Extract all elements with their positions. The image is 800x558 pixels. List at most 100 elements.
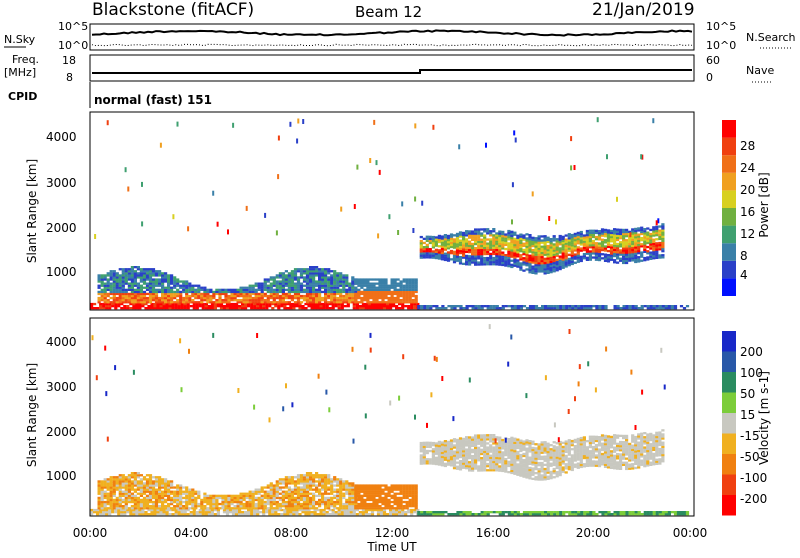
power-cell [568,264,571,266]
velocity-cell [152,476,155,478]
power-cell [291,297,294,299]
velocity-cell [375,499,378,501]
power-cell [369,297,372,299]
power-cell [200,293,203,295]
velocity-cell [321,499,324,501]
power-cell [113,280,116,282]
velocity-cell [312,493,315,495]
power-cell [335,305,338,307]
power-cell [158,299,161,301]
power-cell [501,241,504,243]
power-cell [637,252,640,254]
velocity-cell [303,478,306,480]
power-cell [363,283,366,285]
velocity-cell [493,511,496,513]
power-cell [589,259,592,261]
velocity-cell [489,440,492,442]
power-cell [190,305,193,307]
power-cell [131,301,134,303]
power-cell [601,253,604,255]
power-cell [492,238,495,240]
power-cell [276,301,279,303]
power-cell [529,307,532,309]
velocity-cell [429,450,432,452]
velocity-cell [134,484,137,486]
velocity-cell [432,513,435,515]
power-cell [577,232,580,234]
power-cell [510,235,513,237]
velocity-cell [492,436,495,438]
velocity-cell [351,499,354,501]
power-cell [649,229,652,231]
power-cell [634,234,637,236]
power-cell [498,233,501,235]
power-cell [489,249,492,251]
power-cell [489,245,492,247]
power-cell [333,285,336,287]
power-cell [160,143,162,148]
power-cell [381,293,384,295]
velocity-cell [306,476,309,478]
power-cell [474,255,477,257]
velocity-cell [397,489,400,491]
power-cell [619,254,622,256]
velocity-cell [336,499,339,501]
power-cell [369,283,372,285]
velocity-cell [315,489,318,491]
power-cbar-swatch [722,120,736,138]
power-cell [432,236,435,238]
nsearch-series-line [92,44,692,45]
power-cell [321,287,324,289]
power-cell [243,287,246,289]
velocity-cell [363,484,366,486]
power-cell [125,283,128,285]
velocity-cell [372,503,375,505]
power-cell [321,299,324,301]
power-cell [394,287,397,289]
velocity-cell [456,451,459,453]
power-cell [619,241,622,243]
velocity-cell [468,461,471,463]
power-cell [513,263,516,265]
power-cell [655,232,658,234]
velocity-cell [279,480,282,482]
velocity-cell [659,513,662,515]
power-cell [577,234,580,236]
power-cell [140,280,143,282]
power-cell [528,263,531,265]
velocity-cell [357,507,360,509]
velocity-cell [164,486,167,488]
velocity-cell [197,495,200,497]
power-cell [282,283,285,285]
velocity-cell [432,454,435,456]
power-cell [203,289,206,291]
velocity-cell [375,505,378,507]
power-cell [143,270,146,272]
power-cell [468,263,471,265]
power-cell [595,257,598,259]
power-cell [568,239,571,241]
power-cell [531,259,534,261]
power-cell [348,293,351,295]
velocity-cell [459,460,462,462]
velocity-cell [459,464,462,466]
power-cell [477,233,480,235]
velocity-cell [444,457,447,459]
power-cell [292,307,295,309]
velocity-cell [110,499,113,501]
power-cell [444,307,447,309]
power-cell [441,252,444,254]
velocity-cell [371,513,374,515]
power-cell [525,239,528,241]
power-cell [336,283,339,285]
power-cell [391,295,394,297]
power-cell [631,257,634,259]
velocity-cell [243,493,246,495]
power-cell [369,278,372,280]
power-cell [353,305,356,307]
power-cell [525,268,528,270]
power-cell [559,264,562,266]
power-cell [113,301,116,303]
power-cell [333,272,336,274]
